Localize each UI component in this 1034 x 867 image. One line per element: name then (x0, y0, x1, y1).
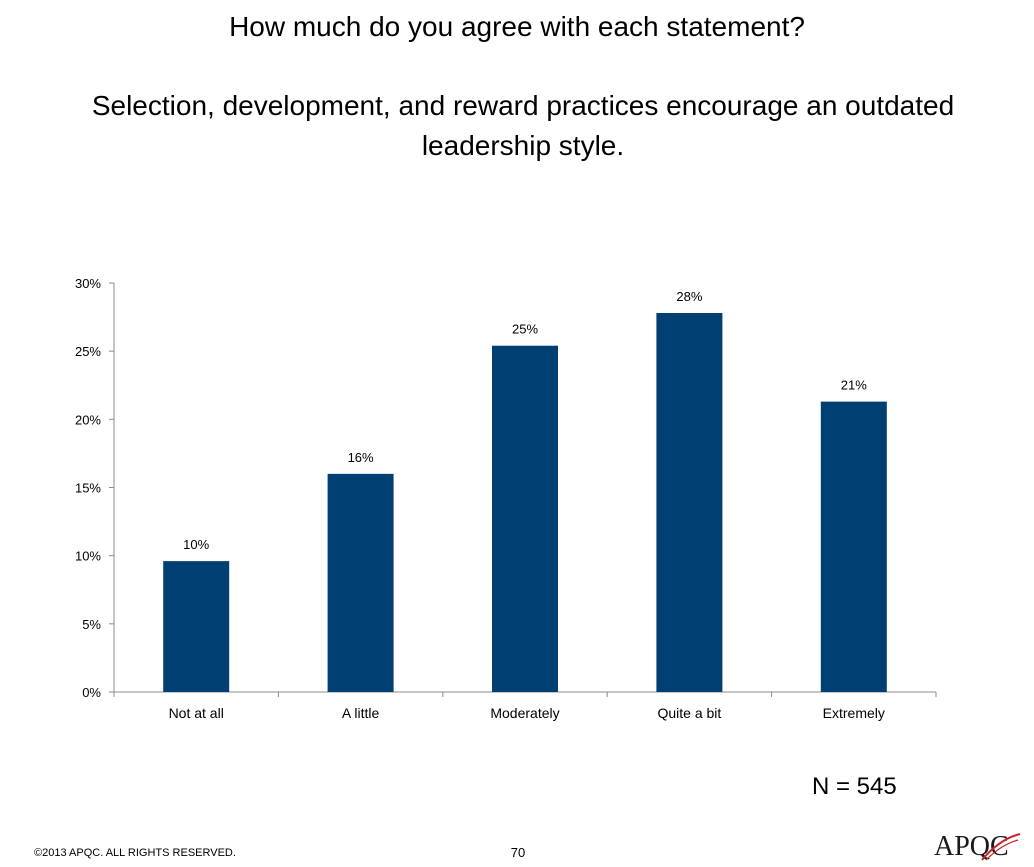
bar (492, 345, 558, 692)
x-category-label: Moderately (490, 705, 559, 721)
x-category-label: A little (342, 705, 380, 721)
y-tick-label: 10% (75, 549, 101, 564)
y-tick-label: 20% (75, 412, 101, 427)
y-tick-label: 15% (75, 481, 101, 496)
chart-question: How much do you agree with each statemen… (229, 11, 805, 42)
bar (327, 473, 394, 692)
bar-value-label: 16% (348, 450, 374, 465)
chart-statement: Selection, development, and reward pract… (91, 90, 955, 161)
x-category-label: Quite a bit (657, 705, 721, 721)
logo-swoosh-icon (981, 833, 1021, 861)
bar-chart: 0% 5% 10% 15% 20% 25% 30% 10% Not at all 16% A lit… (75, 276, 937, 721)
y-tick-label: 30% (75, 276, 101, 291)
apqc-logo: APQC (934, 830, 1026, 864)
y-tick-label: 25% (75, 344, 101, 359)
copyright-notice: ©2013 APQC. ALL RIGHTS RESERVED. (34, 847, 236, 859)
x-category-label: Not at all (169, 705, 224, 721)
x-category-label: Extremely (823, 705, 885, 721)
bar-value-label: 21% (841, 378, 867, 393)
bar (656, 312, 723, 692)
bar (163, 561, 230, 692)
sample-size: N = 545 (812, 773, 897, 800)
bar-value-label: 10% (183, 537, 209, 552)
y-tick-label: 0% (82, 685, 101, 700)
bar (820, 401, 887, 692)
y-tick-label: 5% (82, 617, 101, 632)
page-number: 70 (510, 845, 526, 860)
bar-value-label: 25% (512, 322, 538, 337)
bar-value-label: 28% (676, 289, 702, 304)
